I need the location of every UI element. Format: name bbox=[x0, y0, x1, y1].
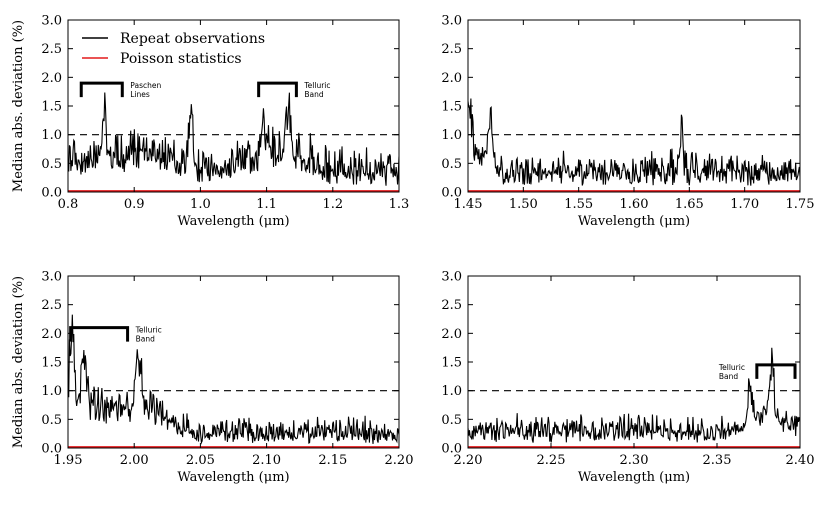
x-tick-label: 2.15 bbox=[318, 453, 347, 468]
x-tick-label: 1.45 bbox=[454, 197, 483, 212]
x-tick-label: 2.05 bbox=[186, 453, 215, 468]
x-tick-label: 2.40 bbox=[786, 453, 815, 468]
x-tick-label: 1.75 bbox=[786, 197, 815, 212]
y-tick-label: 0.0 bbox=[441, 442, 462, 457]
x-tick-label: 1.50 bbox=[509, 197, 538, 212]
x-tick-label: 2.35 bbox=[703, 453, 732, 468]
x-axis-label: Wavelength (μm) bbox=[578, 470, 690, 485]
y-tick-label: 2.0 bbox=[441, 327, 462, 342]
x-tick-label: 2.25 bbox=[537, 453, 566, 468]
series-line-repeat-observations bbox=[468, 98, 800, 186]
x-tick-label: 0.8 bbox=[58, 197, 79, 212]
y-tick-label: 1.0 bbox=[41, 128, 62, 143]
x-tick-label: 2.20 bbox=[454, 453, 483, 468]
y-tick-label: 1.5 bbox=[441, 100, 462, 115]
y-tick-label: 1.0 bbox=[41, 384, 62, 399]
x-tick-label: 1.55 bbox=[564, 197, 593, 212]
y-tick-label: 3.0 bbox=[41, 14, 62, 29]
y-tick-label: 2.5 bbox=[441, 298, 462, 313]
x-tick-label: 1.3 bbox=[389, 197, 410, 212]
x-tick-label: 1.70 bbox=[730, 197, 759, 212]
x-tick-label: 2.30 bbox=[620, 453, 649, 468]
y-tick-label: 1.5 bbox=[41, 356, 62, 371]
annotation-text: Telluric bbox=[718, 363, 745, 372]
y-tick-label: 0.0 bbox=[441, 186, 462, 201]
y-tick-label: 0.5 bbox=[41, 413, 62, 428]
x-tick-label: 1.95 bbox=[54, 453, 83, 468]
series-line-repeat-observations bbox=[68, 314, 399, 445]
y-axis-label: Median abs. deviation (%) bbox=[11, 276, 26, 448]
annotation-text: Band bbox=[304, 90, 323, 99]
y-tick-label: 0.0 bbox=[41, 442, 62, 457]
x-tick-label: 2.10 bbox=[252, 453, 281, 468]
y-tick-label: 2.5 bbox=[41, 42, 62, 57]
y-tick-label: 3.0 bbox=[441, 270, 462, 285]
series-line-repeat-observations bbox=[468, 347, 800, 443]
panel-bottom-right: 2.20 2.25 2.30 2.35 2.40 0.0 0.5 1.0 1.5 2.0 2.5 3.… bbox=[441, 270, 814, 486]
y-tick-label: 1.0 bbox=[441, 384, 462, 399]
y-tick-label: 1.5 bbox=[441, 356, 462, 371]
annotation-text: Band bbox=[719, 372, 738, 381]
x-tick-label: 1.2 bbox=[322, 197, 343, 212]
y-axis-label: Median abs. deviation (%) bbox=[11, 20, 26, 192]
y-tick-label: 0.0 bbox=[41, 186, 62, 201]
panel-top-right: 1.45 1.50 1.55 1.60 1.65 1.70 1.75 0.0 0.5 1.0 1.5… bbox=[441, 14, 814, 230]
y-tick-label: 0.5 bbox=[441, 157, 462, 172]
y-tick-label: 1.5 bbox=[41, 100, 62, 115]
y-tick-label: 3.0 bbox=[41, 270, 62, 285]
y-tick-label: 0.5 bbox=[41, 157, 62, 172]
x-axis-label: Wavelength (μm) bbox=[177, 470, 289, 485]
annotation-text: Telluric bbox=[135, 326, 162, 335]
x-tick-label: 1.1 bbox=[256, 197, 277, 212]
annotation-text: Band bbox=[136, 335, 155, 344]
x-tick-label: 1.65 bbox=[675, 197, 704, 212]
annotation-text: Paschen bbox=[130, 81, 161, 90]
y-tick-label: 2.0 bbox=[441, 71, 462, 86]
y-tick-label: 3.0 bbox=[441, 14, 462, 29]
legend-entry: Poisson statistics bbox=[120, 51, 242, 67]
x-axis-label: Wavelength (μm) bbox=[578, 214, 690, 229]
x-axis-label: Wavelength (μm) bbox=[177, 214, 289, 229]
y-tick-label: 2.5 bbox=[441, 42, 462, 57]
x-tick-label: 1.0 bbox=[190, 197, 211, 212]
x-tick-label: 0.9 bbox=[124, 197, 145, 212]
annotation-bracket bbox=[257, 81, 298, 98]
x-tick-label: 1.60 bbox=[620, 197, 649, 212]
y-tick-label: 2.0 bbox=[41, 71, 62, 86]
x-tick-label: 2.20 bbox=[385, 453, 414, 468]
series-line-repeat-observations bbox=[68, 92, 399, 186]
x-tick-label: 2.00 bbox=[120, 453, 149, 468]
panel-top-left: 0.8 0.9 1.0 1.1 1.2 1.3 0.0 0.5 1.0 1.5 2.0 2.5 3.0 W… bbox=[11, 14, 409, 230]
annotation-text: Lines bbox=[130, 90, 150, 99]
y-tick-label: 1.0 bbox=[441, 128, 462, 143]
annotation-bracket bbox=[69, 326, 130, 342]
y-tick-label: 0.5 bbox=[441, 413, 462, 428]
y-tick-label: 2.5 bbox=[41, 298, 62, 313]
y-tick-label: 2.0 bbox=[41, 327, 62, 342]
annotation-bracket bbox=[755, 363, 797, 379]
legend-entry: Repeat observations bbox=[120, 31, 265, 47]
annotation-text: Telluric bbox=[303, 81, 330, 90]
panel-bottom-left: 1.95 2.00 2.05 2.10 2.15 2.20 0.0 0.5 1.0 1.5 2.0 2… bbox=[11, 270, 413, 486]
annotation-bracket bbox=[79, 81, 124, 98]
